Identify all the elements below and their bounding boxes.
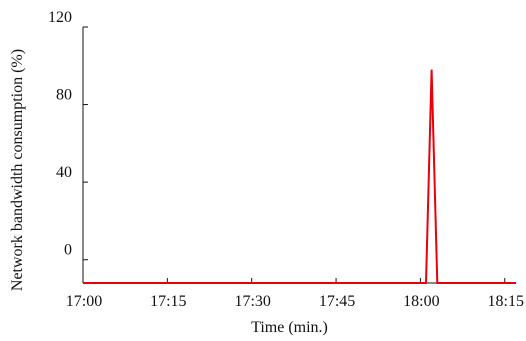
x-tick-label: 18:00 [403, 293, 439, 310]
axes [82, 27, 516, 284]
x-tick-label: 17:15 [150, 293, 186, 310]
y-tick-label: 0 [64, 242, 72, 259]
x-tick-label: 17:30 [234, 293, 270, 310]
series-line-0 [83, 69, 516, 284]
x-tick-label: 18:15 [488, 293, 524, 310]
y-tick-label: 80 [56, 87, 72, 104]
y-tick-label: 40 [56, 164, 72, 181]
x-axis-label: Time (min.) [251, 319, 328, 336]
y-axis-ticks: 0 40 80 120 [48, 9, 88, 261]
x-tick-label: 17:45 [319, 293, 355, 310]
y-axis-label: Network bandwidth consumption (%) [9, 49, 26, 291]
x-tick-label: 17:00 [66, 293, 102, 310]
series-group [83, 69, 516, 284]
x-axis-ticks: 17:00 17:15 17:30 17:45 18:00 18:15 [66, 278, 524, 310]
y-tick-label: 120 [48, 9, 72, 26]
